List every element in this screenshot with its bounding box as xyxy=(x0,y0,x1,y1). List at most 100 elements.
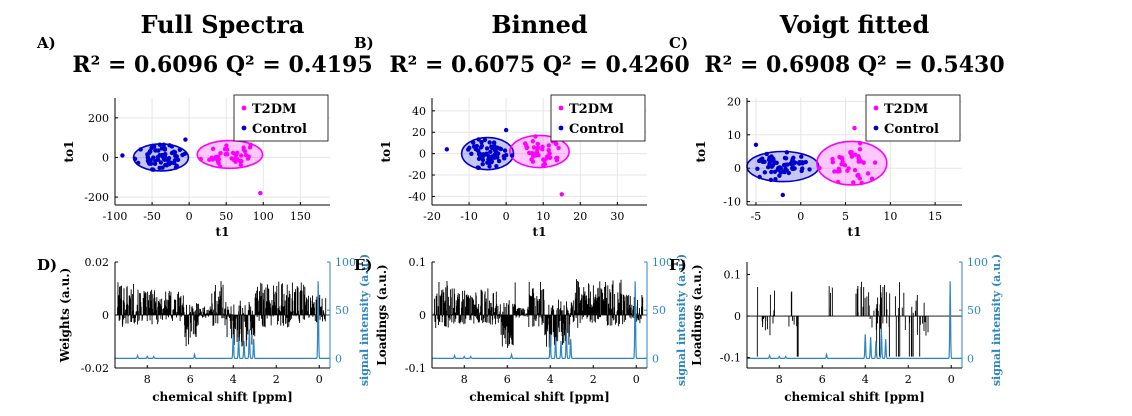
x-tick-label: 6 xyxy=(504,373,511,386)
data-point-control xyxy=(773,177,778,182)
data-point-control xyxy=(502,156,507,161)
data-point-control xyxy=(807,167,812,172)
data-point-t2dm xyxy=(852,167,858,173)
x-tick-label: -20 xyxy=(423,210,441,223)
data-point-t2dm xyxy=(217,164,223,169)
data-point-control xyxy=(161,142,166,147)
data-point-control xyxy=(769,169,774,175)
data-point-control xyxy=(755,166,760,171)
data-point-t2dm xyxy=(245,156,251,161)
data-point-control xyxy=(163,151,168,157)
data-point-t2dm xyxy=(835,179,841,185)
y-tick-label: 0 xyxy=(419,148,426,161)
data-point-t2dm xyxy=(222,146,228,152)
x-tick-label: -5 xyxy=(751,210,762,223)
data-point-control xyxy=(782,155,788,161)
x-tick-label: 30 xyxy=(610,210,624,223)
data-point-control xyxy=(799,168,804,174)
data-point-t2dm xyxy=(556,145,561,151)
data-point-control xyxy=(509,153,515,158)
x-tick-label: 0 xyxy=(316,373,323,386)
data-point-t2dm xyxy=(218,150,223,156)
x-axis-label: chemical shift [ppm] xyxy=(784,390,925,404)
data-point-control xyxy=(174,154,180,159)
y-tick-label: 0 xyxy=(734,162,741,175)
legend-entry-control: Control xyxy=(569,122,624,137)
right-tick-label: 50 xyxy=(335,304,349,317)
data-point-control xyxy=(778,170,783,175)
data-point-control xyxy=(120,153,125,158)
data-point-t2dm xyxy=(235,150,240,155)
data-point-t2dm xyxy=(533,134,538,139)
data-point-t2dm xyxy=(869,176,875,181)
y-tick-label: 0.1 xyxy=(409,256,427,269)
data-point-control xyxy=(780,192,786,198)
legend-marker-t2dm xyxy=(558,105,564,111)
data-point-t2dm xyxy=(526,150,532,156)
right-tick-label: 0 xyxy=(652,352,659,365)
data-point-control xyxy=(168,160,174,166)
x-tick-label: 0 xyxy=(797,210,804,223)
y-tick-label: -0.02 xyxy=(81,362,109,375)
data-point-t2dm xyxy=(546,143,551,148)
right-tick-label: 0 xyxy=(335,352,342,365)
data-point-t2dm xyxy=(530,139,536,144)
data-point-t2dm xyxy=(845,168,850,173)
x-tick-label: 8 xyxy=(144,373,151,386)
score-panel-3: C) Voigt fitted R² = 0.6908 Q² = 0.5430 -5 0… xyxy=(669,10,1005,239)
x-tick-label: -50 xyxy=(143,210,161,223)
panel-title: Full Spectra xyxy=(141,10,305,39)
data-point-control xyxy=(799,154,804,159)
data-point-control xyxy=(791,159,796,164)
data-point-t2dm xyxy=(544,155,549,161)
x-tick-label: 6 xyxy=(819,373,826,386)
data-point-control xyxy=(753,142,759,148)
data-point-control xyxy=(503,152,509,158)
data-point-t2dm xyxy=(198,156,204,162)
score-panel-2: B) Binned R² = 0.6075 Q² = 0.4260 -20 -10 0 10… xyxy=(354,10,690,239)
x-tick-label: 8 xyxy=(461,373,468,386)
data-point-control xyxy=(487,140,492,145)
data-point-control xyxy=(791,155,796,160)
y-tick-label: 20 xyxy=(412,126,426,139)
x-tick-label: -100 xyxy=(103,210,128,223)
data-point-control xyxy=(469,151,474,157)
data-point-t2dm xyxy=(852,152,858,157)
data-point-control xyxy=(791,166,796,171)
data-point-control xyxy=(487,164,492,169)
legend-entry-t2dm: T2DM xyxy=(252,102,296,117)
data-point-control xyxy=(488,149,493,155)
data-point-t2dm xyxy=(839,155,844,161)
legend-entry-t2dm: T2DM xyxy=(569,102,613,117)
legend-marker-t2dm xyxy=(241,105,247,111)
y-tick-label: 20 xyxy=(727,95,741,108)
x-tick-label: -10 xyxy=(460,210,478,223)
data-point-control xyxy=(157,165,162,171)
x-tick-label: 4 xyxy=(230,373,237,386)
data-point-control xyxy=(476,137,481,142)
data-point-control xyxy=(485,160,490,165)
data-point-control xyxy=(162,146,167,151)
data-point-control xyxy=(183,137,188,142)
y-tick-label: 0 xyxy=(102,309,109,322)
loading-panel-2: E) 8 6 4 2 0 -0.1 0 0.1 0 50 100 chemical shift [ppm… xyxy=(354,254,688,404)
loading-panel-3: F) 8 6 4 2 0 -0.1 0 0.1 0 50 100 chemical shift [ppm… xyxy=(669,254,1003,404)
data-point-control xyxy=(151,144,157,149)
data-point-t2dm xyxy=(542,162,548,167)
y-axis-label: Loadings (a.u.) xyxy=(375,264,389,365)
data-point-t2dm xyxy=(547,151,552,156)
data-point-control xyxy=(138,147,143,152)
legend-box xyxy=(233,94,329,142)
data-point-control xyxy=(484,146,490,151)
data-point-t2dm xyxy=(857,147,863,152)
data-point-control xyxy=(157,152,162,158)
data-point-t2dm xyxy=(855,173,860,178)
x-axis-label: t1 xyxy=(533,225,547,239)
x-tick-label: 8 xyxy=(776,373,783,386)
data-point-t2dm xyxy=(531,145,537,150)
data-point-control xyxy=(479,139,484,145)
data-point-t2dm xyxy=(224,143,229,148)
data-point-control xyxy=(772,160,777,166)
data-point-control xyxy=(494,163,499,169)
y-axis-label: to1 xyxy=(379,141,393,163)
